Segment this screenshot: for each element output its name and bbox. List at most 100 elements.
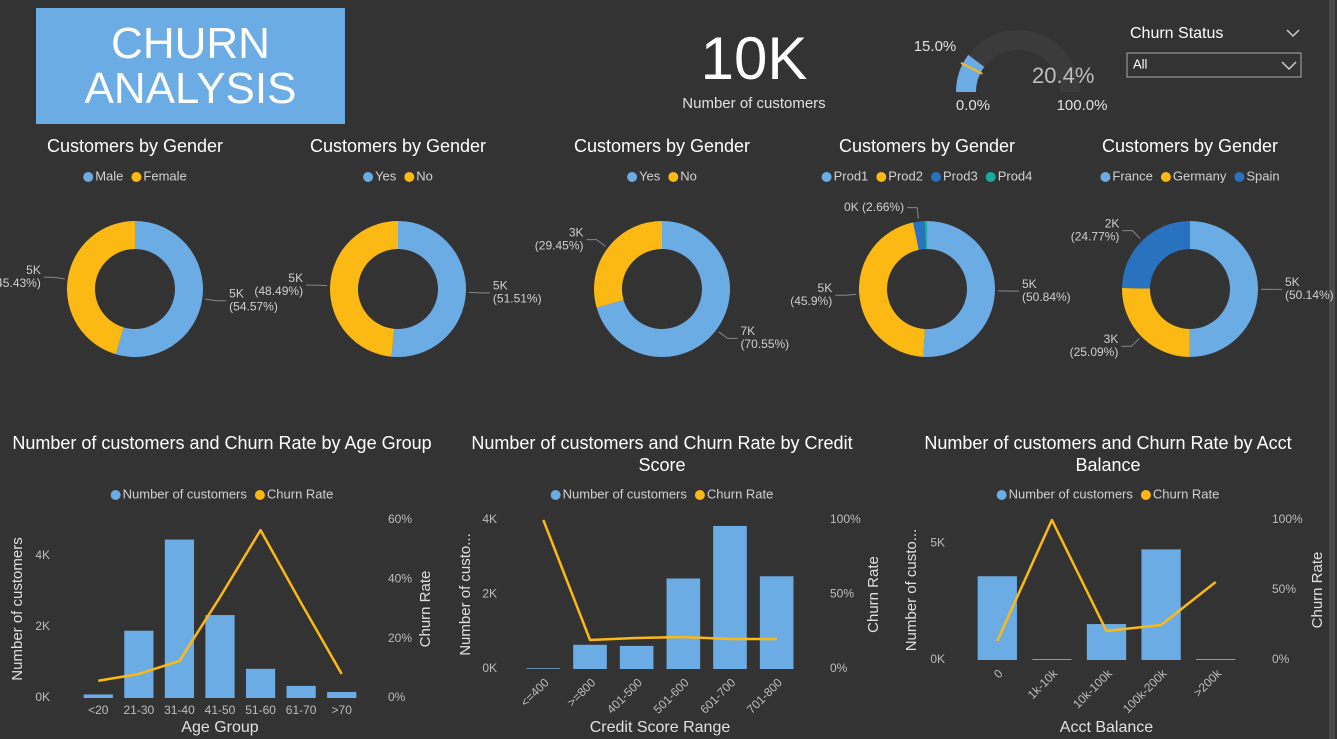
donut-slice — [913, 221, 926, 250]
x-tick-label: 51-60 — [245, 703, 276, 717]
bar — [205, 615, 235, 698]
y-tick-label: 0K — [482, 661, 497, 675]
legend-marker — [694, 490, 705, 500]
donut-data-label: 5K — [1285, 275, 1300, 289]
legend-marker — [931, 172, 941, 182]
y2-axis-title: Churn Rate — [865, 556, 882, 633]
scrollbar[interactable] — [1329, 0, 1335, 739]
legend-label: No — [416, 168, 433, 183]
line-series — [98, 528, 343, 683]
y2-tick-label: 60% — [388, 512, 412, 526]
y2-tick-label: 100% — [1272, 512, 1303, 526]
donut-data-label: (54.57%) — [229, 299, 278, 313]
x-tick-label: 100k-200k — [1120, 666, 1170, 716]
gauge-target — [960, 62, 983, 75]
donut-data-label: (45.43%) — [0, 276, 41, 290]
donut-data-label: (50.14%) — [1285, 288, 1334, 302]
bar — [286, 685, 316, 698]
donut-data-label: 2K — [1105, 216, 1120, 230]
donut-slice — [924, 221, 927, 250]
slicer-chevron[interactable] — [1286, 29, 1300, 38]
legend-label: Churn Rate — [1153, 486, 1219, 501]
header-title: CHURN ANALYSIS — [36, 8, 345, 124]
donut-slice — [1189, 221, 1258, 357]
leader-line — [205, 298, 227, 302]
donut-slice — [329, 221, 398, 357]
dropdown-chevron[interactable] — [1281, 61, 1297, 71]
legend-label: France — [1112, 168, 1152, 183]
gauge-tick-label: 100.0% — [1057, 97, 1108, 114]
leader-line — [718, 331, 738, 339]
legend-label: Female — [143, 168, 186, 183]
donut-data-label: 3K — [569, 225, 584, 239]
leader-line — [1122, 230, 1141, 239]
x-tick-label: 31-40 — [164, 703, 195, 717]
leader-line — [43, 276, 65, 280]
combo-title: Number of customers and Churn Rate by Ac… — [924, 433, 1292, 475]
legend-label: Number of customers — [123, 486, 248, 501]
donut-title: Customers by Gender — [574, 136, 750, 156]
leader-line — [468, 291, 490, 294]
slicer-selected[interactable]: All — [1133, 56, 1148, 71]
donut-slice — [594, 221, 662, 308]
leader-line — [1121, 338, 1140, 347]
gauge-tick-label: 0.0% — [956, 97, 990, 114]
leader-line — [306, 284, 328, 287]
legend-label: Yes — [639, 168, 661, 183]
slicer-title: Churn Status — [1130, 25, 1223, 42]
x-tick-label: 0 — [991, 666, 1006, 681]
donut-data-label: 7K — [740, 324, 755, 338]
x-tick-label: 701-800 — [744, 675, 785, 716]
donut-data-label: (70.55%) — [740, 337, 789, 351]
donut-slice — [1122, 221, 1190, 289]
donut-slice — [115, 221, 204, 357]
legend-label: Prod2 — [888, 168, 923, 183]
legend-marker — [996, 490, 1007, 500]
donut-data-label: (48.49%) — [254, 284, 303, 298]
bar — [1141, 549, 1181, 660]
y2-axis-title: Churn Rate — [1309, 552, 1326, 629]
bar — [1196, 659, 1236, 660]
y-tick-label: 2K — [482, 587, 497, 601]
y-tick-label: 2K — [35, 619, 50, 633]
y2-tick-label: 0% — [1272, 652, 1290, 666]
gauge-track — [956, 30, 1080, 92]
donut-slice — [66, 221, 135, 355]
donut-data-label: 5K — [1022, 277, 1037, 291]
legend-marker — [668, 172, 679, 182]
donut-slice — [858, 222, 925, 357]
combo-title: Number of customers and Churn Rate by Cr… — [471, 433, 853, 475]
y-axis-title: Number of customers — [9, 537, 26, 680]
donut-data-label: (51.51%) — [493, 292, 542, 306]
x-tick-label: 1k-10k — [1025, 666, 1061, 702]
bar — [759, 576, 794, 669]
x-axis-title: Acct Balance — [1060, 719, 1153, 736]
donut-data-label: 5K — [229, 286, 244, 300]
legend-marker — [1234, 172, 1245, 182]
y2-tick-label: 0% — [388, 690, 406, 704]
legend-marker — [1100, 172, 1111, 182]
bar — [713, 525, 747, 669]
y-tick-label: 5K — [930, 536, 945, 550]
bar — [666, 578, 701, 669]
y-tick-label: 0K — [35, 690, 50, 704]
x-tick-label: <20 — [88, 703, 109, 717]
leader-line — [907, 207, 919, 219]
x-tick-label: >200k — [1191, 666, 1225, 700]
legend-marker — [1140, 490, 1151, 500]
legend-label: Spain — [1246, 168, 1279, 183]
y2-tick-label: 100% — [830, 512, 861, 526]
x-tick-label: 61-70 — [286, 703, 317, 717]
donut-data-label: 5K — [288, 271, 303, 285]
legend-label: Prod1 — [834, 168, 869, 183]
legend-marker — [83, 172, 94, 182]
line-series — [996, 518, 1217, 642]
bar — [619, 645, 654, 669]
bar — [977, 576, 1017, 660]
x-tick-label: 21-30 — [124, 703, 155, 717]
donut-slice — [391, 221, 466, 357]
slicer-dropdown[interactable] — [1126, 52, 1302, 78]
gauge-value-label: 20.4% — [1032, 63, 1094, 88]
